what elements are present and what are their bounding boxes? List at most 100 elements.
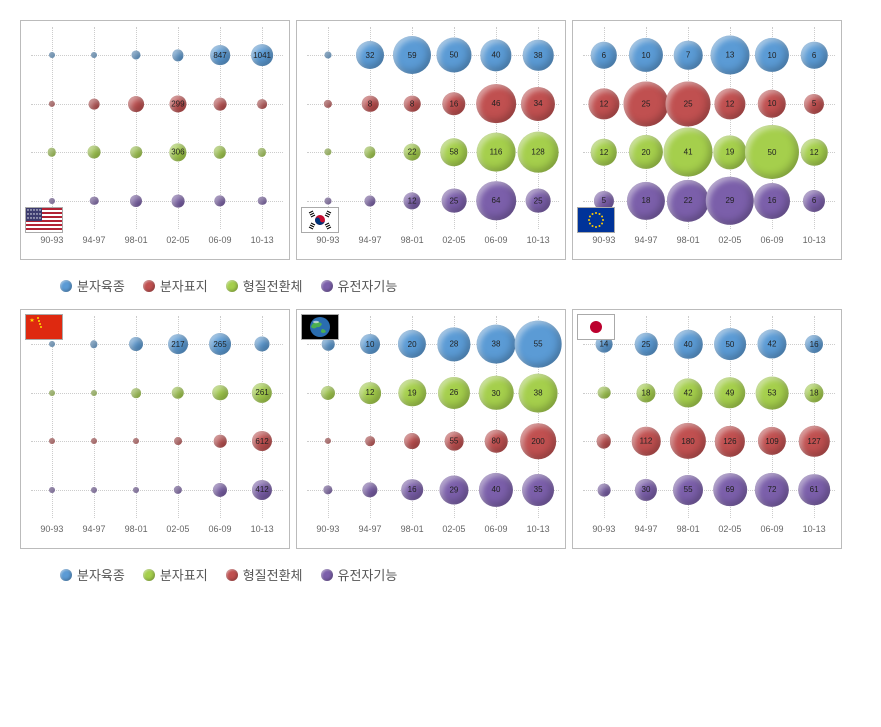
gridlines bbox=[307, 27, 559, 229]
flag-icon bbox=[577, 207, 615, 233]
legend-dot-icon bbox=[60, 280, 72, 292]
bubble-value: 55 bbox=[534, 340, 543, 349]
bubble bbox=[324, 52, 331, 59]
bubble-value: 61 bbox=[810, 485, 819, 494]
bubble-value: 59 bbox=[408, 51, 417, 60]
bubble-value: 22 bbox=[684, 196, 693, 205]
bubble-value: 217 bbox=[171, 340, 184, 349]
bubble bbox=[172, 194, 185, 207]
bubble-value: 8 bbox=[368, 99, 372, 108]
bubble-value: 20 bbox=[408, 340, 417, 349]
x-tick-label: 90-93 bbox=[40, 524, 63, 534]
gridlines bbox=[31, 27, 283, 229]
bubble-panel: 847104129930690-9394-9798-0102-0506-0910… bbox=[20, 20, 290, 260]
bubble: 13 bbox=[710, 36, 749, 75]
bubble bbox=[365, 436, 375, 446]
bubble-value: 265 bbox=[213, 340, 226, 349]
x-tick-label: 10-13 bbox=[527, 235, 550, 245]
bubble-value: 7 bbox=[686, 51, 690, 60]
bubble-value: 29 bbox=[449, 485, 458, 494]
bubble-value: 41 bbox=[684, 148, 693, 157]
bubble-value: 14 bbox=[599, 340, 608, 349]
bubble: 10 bbox=[629, 38, 663, 72]
x-axis: 90-9394-9798-0102-0506-0910-13 bbox=[31, 524, 283, 544]
bubble bbox=[91, 390, 97, 396]
bubble-value: 55 bbox=[449, 437, 458, 446]
bubble-value: 55 bbox=[684, 485, 693, 494]
bubble bbox=[91, 438, 97, 444]
bubble: 69 bbox=[713, 473, 747, 507]
bubble-value: 6 bbox=[602, 51, 606, 60]
x-tick-label: 06-09 bbox=[208, 235, 231, 245]
bubble-value: 261 bbox=[255, 388, 268, 397]
legend: 분자육종분자표지형질전환체유전자기능 bbox=[60, 268, 881, 309]
bubble-value: 299 bbox=[171, 99, 184, 108]
bubble-value: 847 bbox=[213, 51, 226, 60]
gridlines bbox=[583, 316, 835, 518]
plot-area: 217265261612412 bbox=[31, 316, 283, 518]
bubble bbox=[132, 51, 141, 60]
bubble-value: 12 bbox=[599, 148, 608, 157]
bubble-value: 1041 bbox=[253, 51, 271, 60]
bubble: 12 bbox=[591, 139, 618, 166]
bubble-value: 40 bbox=[492, 485, 501, 494]
bubble-value: 127 bbox=[807, 437, 820, 446]
bubble: 34 bbox=[521, 87, 555, 121]
x-tick-label: 98-01 bbox=[125, 235, 148, 245]
x-tick-label: 98-01 bbox=[677, 524, 700, 534]
bubble-value: 29 bbox=[725, 196, 734, 205]
bubble-value: 12 bbox=[599, 99, 608, 108]
bubble-value: 53 bbox=[768, 388, 777, 397]
bubble-value: 200 bbox=[531, 437, 544, 446]
legend-label: 형질전환체 bbox=[243, 276, 303, 295]
bubble: 12 bbox=[359, 382, 381, 404]
x-tick-label: 10-13 bbox=[251, 524, 274, 534]
x-tick-label: 06-09 bbox=[484, 524, 507, 534]
bubble-value: 58 bbox=[449, 148, 458, 157]
x-tick-label: 06-09 bbox=[208, 524, 231, 534]
bubble bbox=[174, 437, 182, 445]
bubble-value: 16 bbox=[810, 340, 819, 349]
bubble-value: 18 bbox=[642, 388, 651, 397]
bubble: 55 bbox=[515, 321, 562, 368]
legend-item: 형질전환체 bbox=[226, 276, 303, 295]
x-tick-label: 98-01 bbox=[677, 235, 700, 245]
plot-area: 325950403888164634225811612812256425 bbox=[307, 27, 559, 229]
bubble: 847 bbox=[210, 45, 230, 65]
bubble: 59 bbox=[393, 36, 431, 74]
x-tick-label: 90-93 bbox=[592, 235, 615, 245]
panel-row: 847104129930690-9394-9798-0102-0506-0910… bbox=[20, 20, 881, 260]
bubble-value: 16 bbox=[408, 485, 417, 494]
bubble: 116 bbox=[477, 133, 516, 172]
x-tick-label: 10-13 bbox=[803, 524, 826, 534]
bubble bbox=[49, 438, 55, 444]
bubble: 10 bbox=[360, 334, 380, 354]
bubble bbox=[131, 388, 141, 398]
bubble: 25 bbox=[635, 333, 658, 356]
bubble-value: 25 bbox=[684, 99, 693, 108]
plot-area: 1425405042161842495318112180126109127305… bbox=[583, 316, 835, 518]
bubble-value: 50 bbox=[768, 148, 777, 157]
bubble: 16 bbox=[401, 479, 423, 501]
bubble-value: 25 bbox=[449, 196, 458, 205]
legend-item: 분자육종 bbox=[60, 565, 125, 584]
bubble bbox=[49, 390, 55, 396]
bubble-value: 16 bbox=[768, 196, 777, 205]
flag-icon bbox=[25, 207, 63, 233]
bubble: 25 bbox=[526, 188, 551, 213]
legend-dot-icon bbox=[321, 280, 333, 292]
x-tick-label: 06-09 bbox=[760, 235, 783, 245]
bubble-value: 10 bbox=[768, 99, 777, 108]
bubble-value: 42 bbox=[768, 340, 777, 349]
x-tick-label: 90-93 bbox=[316, 235, 339, 245]
bubble-value: 18 bbox=[642, 196, 651, 205]
bubble bbox=[255, 337, 270, 352]
bubble-value: 40 bbox=[492, 51, 501, 60]
flag-icon bbox=[25, 314, 63, 340]
bubble bbox=[214, 97, 227, 110]
bubble bbox=[91, 487, 97, 493]
bubble: 64 bbox=[476, 181, 516, 221]
bubble bbox=[130, 146, 142, 158]
bubble: 7 bbox=[674, 41, 703, 70]
bubble-value: 612 bbox=[255, 437, 268, 446]
